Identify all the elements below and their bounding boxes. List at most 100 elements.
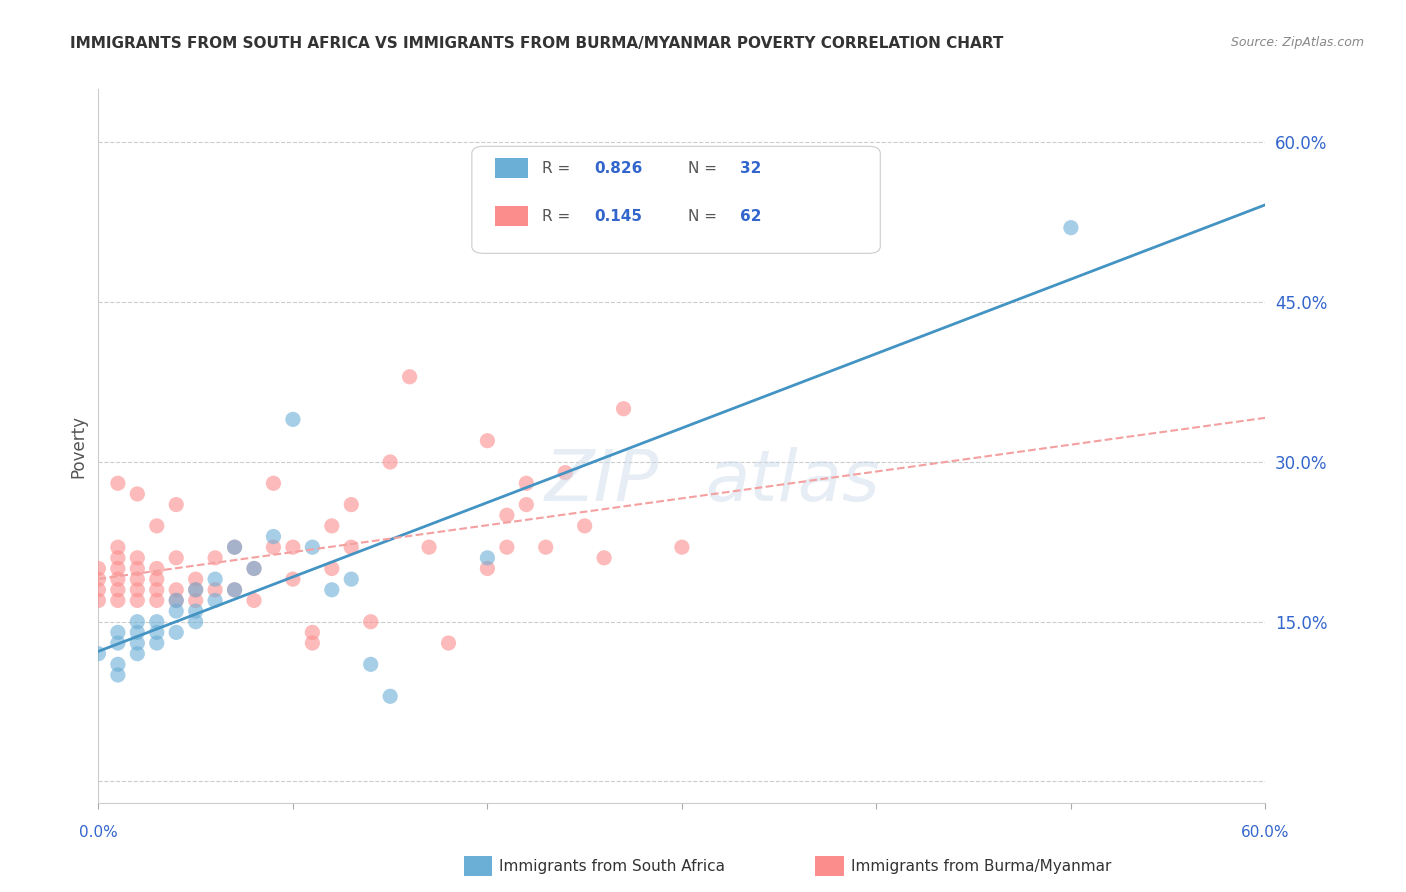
Point (146, 519, 169, 533)
Point (671, 540, 693, 554)
Text: Source: ZipAtlas.com: Source: ZipAtlas.com (1230, 36, 1364, 49)
Text: 32: 32 (741, 161, 762, 176)
Point (360, 657, 382, 672)
Point (184, 593, 207, 607)
Point (224, 540, 246, 554)
Point (281, 412, 304, 426)
Point (127, 615, 149, 629)
Point (107, 572, 129, 586)
Text: atlas: atlas (706, 447, 880, 516)
Point (127, 572, 149, 586)
Text: ZIP: ZIP (544, 447, 658, 516)
Point (87, 572, 110, 586)
Point (127, 550, 149, 565)
Point (146, 572, 169, 586)
Point (1060, 220, 1083, 235)
Point (495, 540, 517, 554)
Point (477, 561, 499, 575)
Point (262, 540, 284, 554)
Point (165, 625, 187, 640)
Point (127, 582, 149, 597)
Point (224, 582, 246, 597)
Point (87, 561, 110, 575)
Point (146, 636, 169, 650)
Point (321, 582, 343, 597)
Point (87, 593, 110, 607)
Point (107, 636, 129, 650)
Point (146, 625, 169, 640)
Bar (495, 206, 527, 227)
Point (127, 561, 149, 575)
Point (184, 582, 207, 597)
Point (127, 487, 149, 501)
Text: 0.0%: 0.0% (79, 825, 118, 840)
Point (204, 593, 226, 607)
Text: N =: N = (688, 161, 721, 176)
Y-axis label: Poverty: Poverty (69, 415, 87, 477)
Point (204, 550, 226, 565)
Point (243, 561, 266, 575)
Point (378, 455, 402, 469)
Point (340, 572, 363, 586)
Point (301, 636, 323, 650)
Text: 0.145: 0.145 (595, 209, 643, 224)
Bar (495, 159, 527, 178)
Point (146, 582, 169, 597)
Point (378, 690, 402, 704)
Point (495, 508, 517, 523)
Point (107, 540, 129, 554)
Point (224, 582, 246, 597)
Text: 62: 62 (741, 209, 762, 224)
Point (165, 604, 187, 618)
Point (477, 550, 499, 565)
Point (165, 550, 187, 565)
Point (321, 519, 343, 533)
Point (107, 625, 129, 640)
Point (418, 540, 440, 554)
Point (340, 540, 363, 554)
Point (204, 582, 226, 597)
Point (301, 540, 323, 554)
Point (107, 561, 129, 575)
Point (127, 647, 149, 661)
Point (184, 582, 207, 597)
Point (262, 476, 284, 491)
Point (165, 593, 187, 607)
Text: Immigrants from South Africa: Immigrants from South Africa (499, 859, 725, 873)
Point (146, 615, 169, 629)
Point (165, 498, 187, 512)
Point (127, 593, 149, 607)
Point (515, 476, 537, 491)
Point (224, 540, 246, 554)
Point (554, 466, 576, 480)
Point (107, 668, 129, 682)
Point (574, 519, 596, 533)
Point (107, 582, 129, 597)
Point (127, 636, 149, 650)
Point (107, 550, 129, 565)
Text: 0.826: 0.826 (595, 161, 643, 176)
Point (184, 572, 207, 586)
Point (243, 561, 266, 575)
Point (301, 625, 323, 640)
Point (262, 529, 284, 543)
Text: IMMIGRANTS FROM SOUTH AFRICA VS IMMIGRANTS FROM BURMA/MYANMAR POVERTY CORRELATIO: IMMIGRANTS FROM SOUTH AFRICA VS IMMIGRAN… (70, 36, 1004, 51)
Point (593, 550, 616, 565)
Point (87, 582, 110, 597)
Point (243, 593, 266, 607)
Point (340, 498, 363, 512)
Text: R =: R = (541, 161, 575, 176)
Point (204, 572, 226, 586)
Point (184, 615, 207, 629)
Point (165, 593, 187, 607)
Point (613, 401, 636, 416)
Point (146, 593, 169, 607)
Text: 60.0%: 60.0% (1241, 825, 1289, 840)
Point (107, 657, 129, 672)
Point (281, 572, 304, 586)
Point (127, 625, 149, 640)
Point (437, 636, 460, 650)
Point (321, 561, 343, 575)
Text: N =: N = (688, 209, 721, 224)
Point (477, 434, 499, 448)
